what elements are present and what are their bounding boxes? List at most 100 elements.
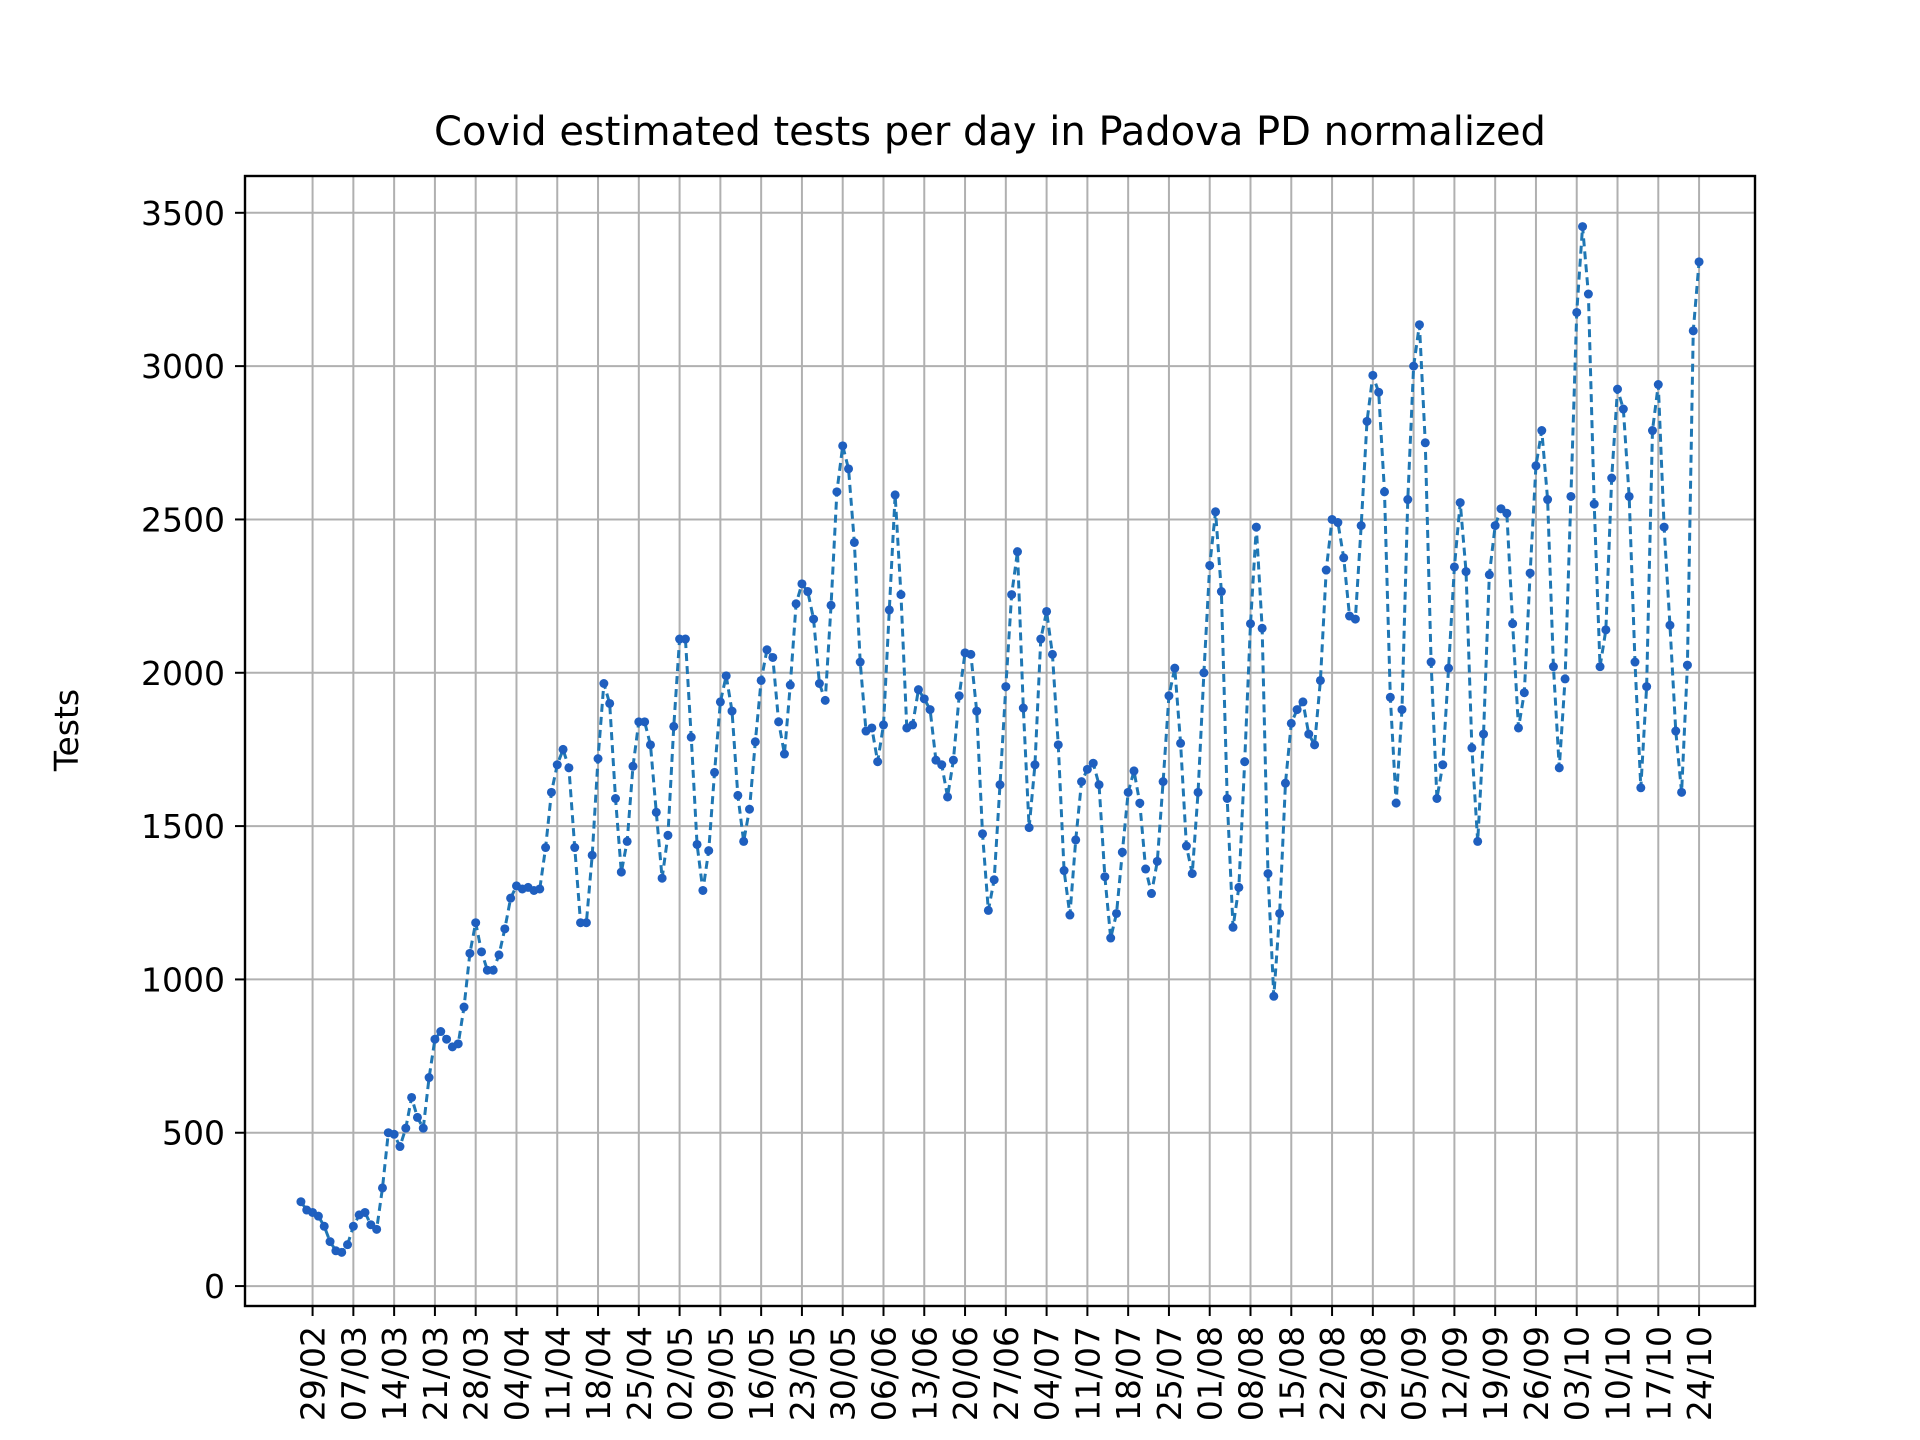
data-point [774,717,784,727]
data-point [1607,473,1617,483]
data-point [686,732,696,742]
y-axis-label: Tests [47,689,86,772]
data-point [826,600,836,610]
data-point [692,839,702,849]
data-point [1292,705,1302,715]
data-point [1350,614,1360,624]
data-point [1589,499,1599,509]
data-point [628,761,638,771]
data-point [1100,872,1110,882]
data-point [430,1034,440,1044]
data-point [1368,370,1378,380]
data-point [1397,705,1407,715]
data-point [1461,567,1471,577]
data-point [1578,222,1588,232]
data-point [535,884,545,894]
data-point [1211,507,1221,517]
x-tick-label: 17/10 [1639,1326,1678,1421]
data-point [1321,565,1331,575]
data-point [1141,864,1151,874]
data-point [1088,758,1098,768]
data-point [1537,426,1547,436]
data-point [1630,657,1640,667]
data-point [1391,798,1401,808]
data-point [1560,674,1570,684]
data-point [593,754,603,764]
x-tick-label: 08/08 [1232,1326,1271,1421]
data-point [657,873,667,883]
data-point [1205,560,1215,570]
data-point [978,829,988,839]
data-point [1601,625,1611,635]
data-point [1653,380,1663,390]
x-tick-label: 20/06 [946,1326,985,1421]
data-point [943,792,953,802]
x-tick-label: 22/08 [1313,1326,1352,1421]
data-point [913,685,923,695]
x-tick-label: 04/07 [1028,1326,1067,1421]
data-point [477,947,487,957]
x-tick-label: 25/07 [1150,1326,1189,1421]
data-point [739,836,749,846]
data-point [1246,619,1255,629]
data-point [768,652,778,662]
y-tick-label: 2500 [141,500,225,539]
y-tick-label: 3000 [141,347,225,386]
data-point [1071,835,1081,845]
data-point [1001,682,1011,692]
data-point [1152,856,1162,866]
data-point [587,850,597,860]
data-point [1164,691,1174,701]
data-point [564,763,574,773]
data-point [1379,487,1389,497]
data-point [407,1092,417,1102]
data-point [966,649,976,659]
data-point [1280,778,1290,788]
data-point [1257,623,1267,633]
x-tick-label: 06/06 [864,1326,903,1421]
y-tick-label: 2000 [141,654,225,693]
data-point [546,787,556,797]
data-point [745,804,754,814]
data-point [1659,522,1669,532]
x-tick-label: 04/04 [497,1326,536,1421]
data-point [884,605,894,615]
data-point [412,1112,422,1122]
data-point [500,924,510,934]
x-tick-label: 14/03 [375,1326,414,1421]
x-axis-ticks: 29/02 07/03 14/03 21/03 28/03 04/04 11/04 18/04… [294,1306,1719,1421]
data-point [1414,320,1424,330]
data-point [954,691,964,701]
data-point [1525,568,1535,578]
data-point [779,749,789,759]
x-tick-label: 18/07 [1109,1326,1148,1421]
data-point [1403,495,1413,505]
x-tick-label: 07/03 [334,1326,373,1421]
plot-frame [243,174,1757,1308]
data-point [1671,726,1681,736]
data-point [1251,522,1261,532]
data-point [1548,662,1558,672]
data-point [948,755,958,765]
x-tick-label: 11/07 [1068,1326,1107,1421]
y-tick-label: 1500 [141,807,225,846]
data-point [581,918,591,928]
data-point [1018,703,1028,713]
data-point [1665,620,1675,630]
data-point [1333,518,1343,528]
data-point [890,490,900,500]
data-point [710,767,720,777]
data-point [1694,257,1704,267]
y-tick-label: 3500 [141,194,225,233]
data-point [319,1221,329,1231]
data-point [459,1002,469,1012]
data-point [622,836,632,846]
data-point [867,723,877,733]
data-point [1135,798,1145,808]
x-tick-label: 25/04 [620,1326,659,1421]
data-point [1374,387,1384,397]
data-point [1082,764,1092,774]
x-tick-label: 29/02 [294,1326,333,1421]
data-point [1036,634,1046,644]
data-point [1688,326,1698,336]
